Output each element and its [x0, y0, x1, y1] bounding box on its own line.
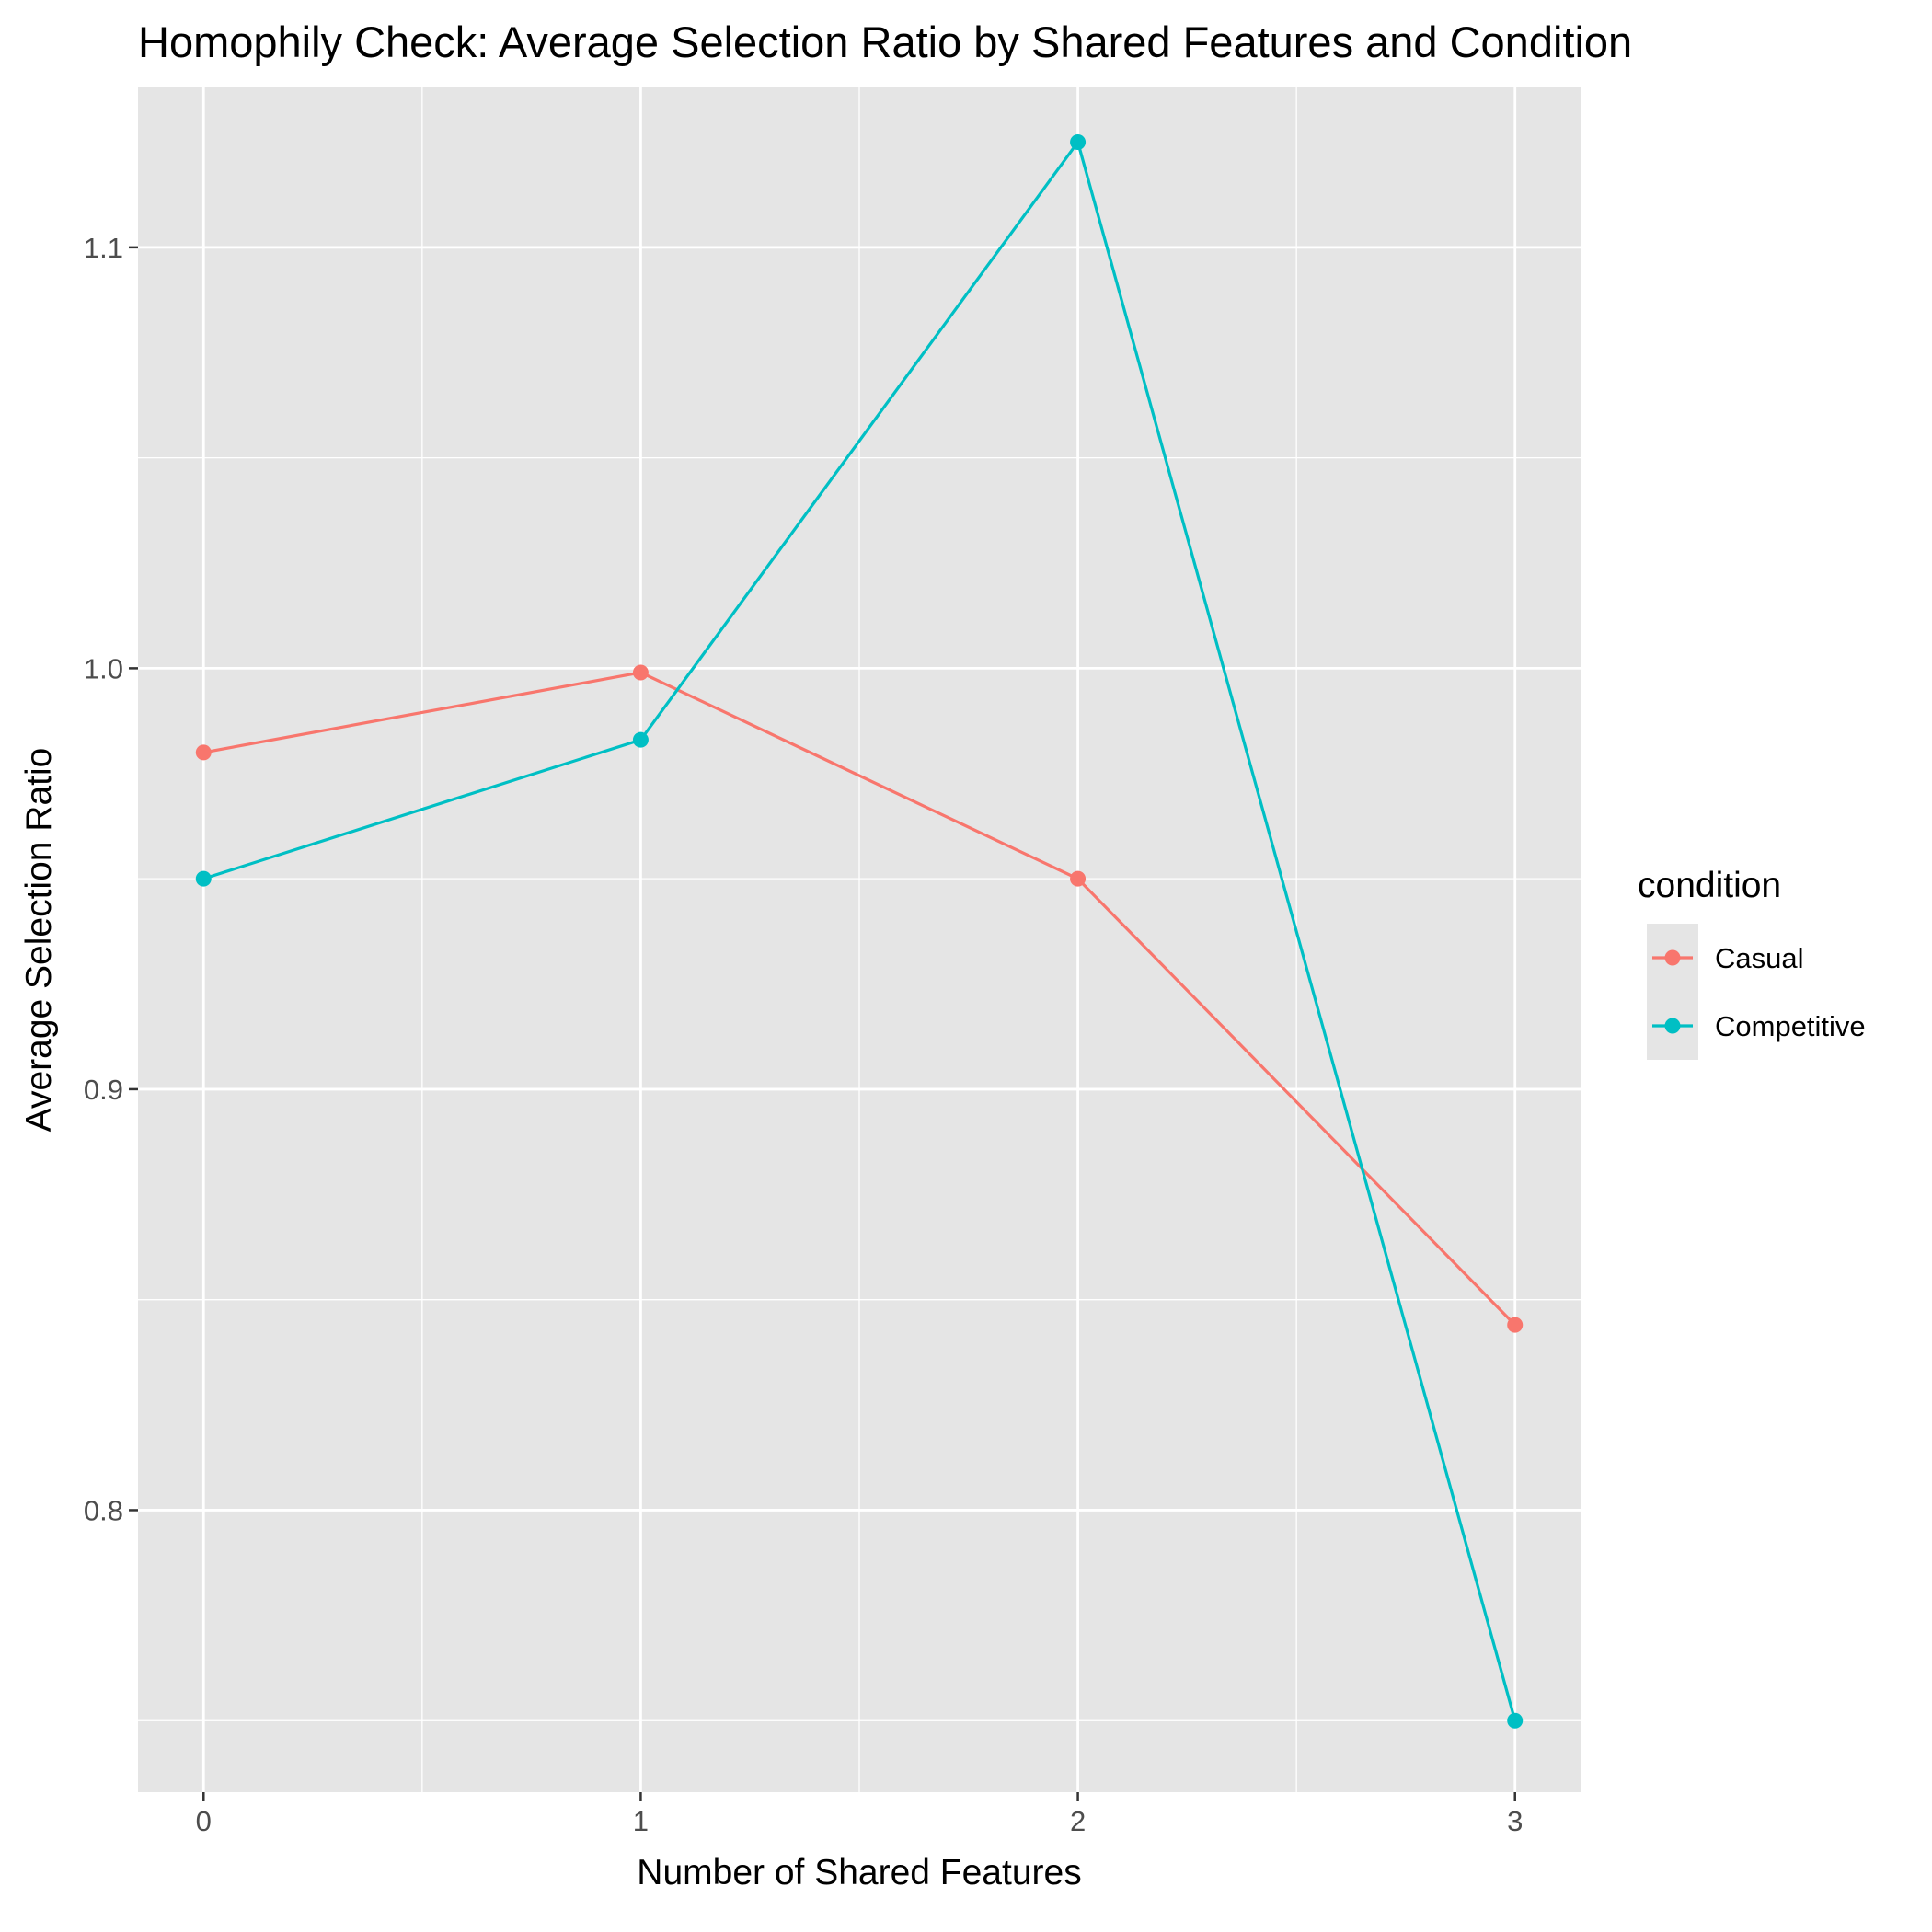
chart-title: Homophily Check: Average Selection Ratio… [138, 17, 1632, 66]
y-tick-label: 0.9 [84, 1074, 123, 1106]
point-competitive [632, 731, 649, 748]
y-tick-label: 1.0 [84, 652, 123, 684]
legend: condition Casual Competitive [1638, 866, 1866, 1060]
point-casual [632, 664, 649, 681]
y-tick-label: 0.8 [84, 1494, 123, 1526]
y-tick-label: 1.1 [84, 232, 123, 264]
series-line-casual [202, 671, 1516, 1327]
x-tick-label: 1 [633, 1805, 649, 1837]
legend-key-point [1664, 1018, 1681, 1034]
legend-label: Competitive [1715, 1010, 1866, 1042]
point-casual [1070, 870, 1087, 887]
point-competitive [1507, 1712, 1524, 1729]
legend-title: condition [1638, 866, 1781, 905]
legend-key-point [1664, 949, 1681, 966]
x-tick-label: 3 [1507, 1805, 1523, 1837]
grid-major [138, 87, 1581, 1792]
legend-label: Casual [1715, 942, 1804, 974]
point-competitive [195, 870, 212, 887]
series-line-competitive [202, 138, 1517, 1721]
x-axis-title: Number of Shared Features [637, 1853, 1081, 1892]
y-axis-title: Average Selection Ratio [19, 748, 59, 1133]
x-tick-label: 2 [1070, 1805, 1086, 1837]
axes-layer: 0 1 2 3 0.8 0.9 1.0 1.1 [84, 232, 1523, 1837]
series-layer [195, 133, 1524, 1729]
point-competitive [1070, 133, 1087, 150]
x-tick-label: 0 [196, 1805, 212, 1837]
point-casual [195, 744, 212, 761]
point-casual [1507, 1317, 1524, 1333]
grid-minor [138, 87, 1581, 1792]
